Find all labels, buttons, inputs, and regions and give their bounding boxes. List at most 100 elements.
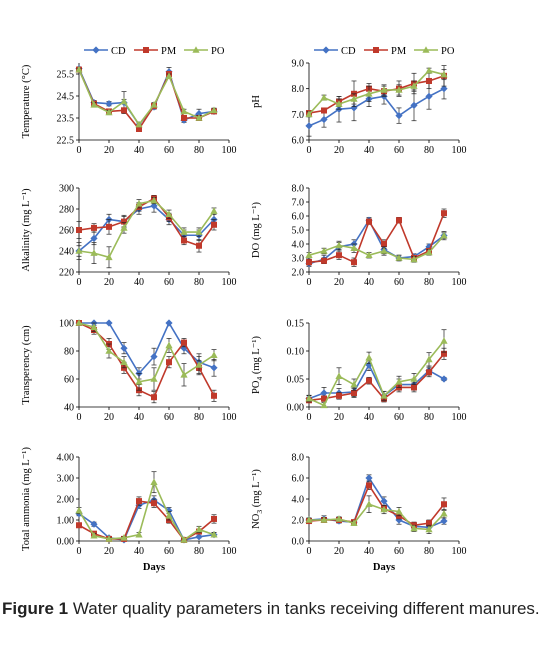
data-point <box>381 241 387 247</box>
data-point <box>120 344 128 352</box>
data-point <box>366 218 372 225</box>
data-point <box>181 237 187 244</box>
series-cd <box>305 78 448 137</box>
data-point <box>180 344 188 352</box>
x-tick-label: 60 <box>394 145 404 156</box>
data-point <box>121 107 127 114</box>
legend: CD PM PO <box>84 46 225 57</box>
x-tick-label: 60 <box>164 277 174 288</box>
data-point <box>90 234 98 242</box>
x-tick-label: 40 <box>364 546 374 557</box>
data-point <box>321 257 327 264</box>
data-point <box>440 517 448 525</box>
data-point <box>336 392 342 399</box>
data-point <box>335 241 343 249</box>
y-tick-label: 260 <box>59 226 74 237</box>
data-point <box>380 392 388 399</box>
y-tick-label: 0.00 <box>287 403 305 414</box>
data-point <box>336 252 342 259</box>
x-tick-label: 60 <box>164 412 174 423</box>
legend-label: PO <box>211 46 225 57</box>
x-tick-label: 80 <box>424 412 434 423</box>
series-line <box>78 69 215 131</box>
y-tick-label: 22.5 <box>57 136 75 147</box>
data-point <box>305 394 313 402</box>
data-point <box>90 520 98 528</box>
data-point <box>350 95 358 102</box>
data-point <box>425 92 433 100</box>
data-point <box>351 259 357 266</box>
figure-panels: 22.5 23.5 24.5 25.5 0 20 40 60 80 100 Temperature … <box>21 46 467 573</box>
x-tick-label: 60 <box>394 412 404 423</box>
data-point <box>180 107 188 115</box>
x-tick-label: 100 <box>222 277 237 288</box>
x-axis-label: Days <box>373 562 395 573</box>
legend-marker <box>92 46 100 54</box>
y-tick-label: 0.05 <box>287 375 305 386</box>
y-tick-label: 25.5 <box>57 70 75 81</box>
data-point <box>395 112 403 120</box>
series-po <box>75 471 218 543</box>
series-line <box>78 500 215 541</box>
y-tick-label: 240 <box>59 247 74 258</box>
x-tick-label: 80 <box>424 277 434 288</box>
data-point <box>75 506 83 514</box>
data-point <box>120 224 128 231</box>
series-line <box>78 322 215 383</box>
data-point <box>440 375 448 383</box>
data-point <box>120 358 128 365</box>
data-point <box>75 247 83 254</box>
data-point <box>91 224 97 231</box>
series-line <box>308 363 445 400</box>
data-point <box>320 401 328 409</box>
data-point <box>410 255 418 263</box>
x-tick-label: 0 <box>307 145 312 156</box>
data-point <box>106 223 112 230</box>
series-line <box>78 199 215 259</box>
data-point <box>306 259 312 266</box>
data-point <box>165 210 173 218</box>
data-point <box>320 389 328 397</box>
x-tick-label: 60 <box>394 277 404 288</box>
data-point <box>365 500 373 508</box>
y-tick-label: 60 <box>64 375 74 386</box>
y-tick-label: 4.0 <box>292 495 305 506</box>
data-point <box>150 101 158 108</box>
y-tick-label: 23.5 <box>57 114 75 125</box>
x-tick-label: 0 <box>307 546 312 557</box>
x-tick-label: 20 <box>334 412 344 423</box>
data-point <box>105 108 113 116</box>
y-tick-label: 300 <box>59 184 74 195</box>
x-tick-label: 20 <box>104 412 114 423</box>
data-point <box>335 372 343 379</box>
series-line <box>78 479 215 542</box>
data-point <box>105 347 113 354</box>
series-line <box>308 235 445 261</box>
data-point <box>166 359 172 366</box>
x-tick-label: 80 <box>194 145 204 156</box>
legend-marker <box>143 47 149 53</box>
x-tick-label: 40 <box>134 277 144 288</box>
x-tick-label: 60 <box>394 546 404 557</box>
data-point <box>180 371 188 378</box>
x-tick-label: 100 <box>452 277 467 288</box>
data-point <box>210 530 218 538</box>
data-point <box>151 500 157 507</box>
y-tick-label: 8.0 <box>292 453 305 464</box>
data-point <box>320 93 328 101</box>
y-tick-label: 2.00 <box>57 495 75 506</box>
x-axis-label: Days <box>143 562 165 573</box>
y-tick-label: 0.0 <box>292 537 305 548</box>
data-point <box>426 520 432 527</box>
y-tick-label: 4.00 <box>57 453 75 464</box>
series-po <box>75 319 218 391</box>
data-point <box>90 249 98 256</box>
data-point <box>410 375 418 382</box>
x-tick-label: 80 <box>424 546 434 557</box>
y-axis-label: Transperency (cm) <box>21 325 32 405</box>
series-line <box>308 75 445 114</box>
x-tick-label: 60 <box>164 145 174 156</box>
data-point <box>105 100 113 108</box>
data-point <box>136 498 142 505</box>
data-point <box>105 319 113 327</box>
